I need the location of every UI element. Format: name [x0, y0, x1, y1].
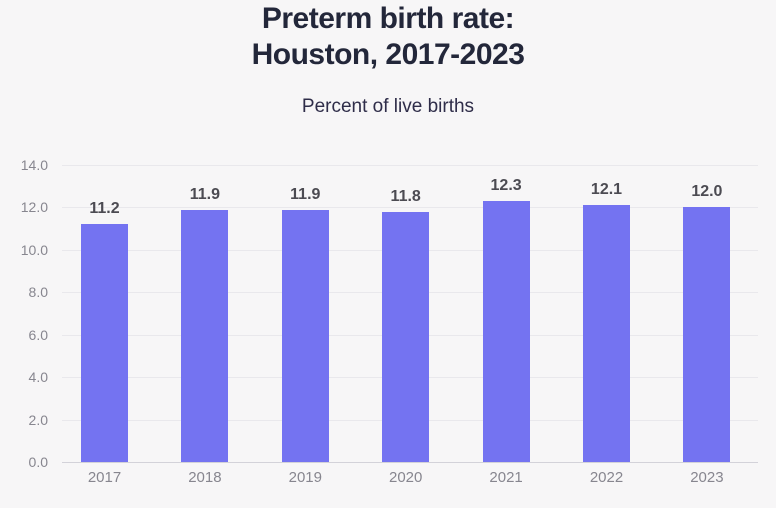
bar-2018	[181, 209, 229, 462]
chart-header: Preterm birth rate: Houston, 2017-2023 Pe…	[0, 0, 776, 117]
chart-title: Preterm birth rate: Houston, 2017-2023	[0, 0, 776, 73]
bar-value-label: 11.9	[290, 185, 321, 203]
bar-value-label: 11.8	[390, 187, 421, 205]
x-axis-tick-label: 2019	[288, 469, 322, 486]
bar-value-label: 12.3	[490, 177, 522, 195]
gridline-0.0	[62, 462, 758, 463]
bar-value-label: 12.0	[691, 183, 723, 201]
y-axis-tick-label: 14.0	[20, 157, 48, 173]
y-axis-tick-label: 0.0	[28, 454, 48, 470]
chart-title-line1: Preterm birth rate:	[261, 2, 515, 35]
y-axis-tick-label: 2.0	[28, 411, 48, 428]
y-axis-tick-label: 6.0	[28, 326, 48, 343]
chart-title-line2: Houston, 2017-2023	[251, 38, 525, 71]
y-axis-tick-label: 4.0	[28, 369, 48, 386]
x-axis-tick-label: 2020	[389, 469, 423, 486]
bar-value-label: 11.9	[189, 185, 221, 203]
bar-value-label: 12.1	[590, 181, 623, 199]
bar-value-label: 11.2	[89, 200, 120, 218]
y-axis-tick-label: 12.0	[20, 199, 48, 216]
x-axis-tick-label: 2022	[589, 469, 624, 486]
x-axis-tick-label: 2021	[489, 469, 523, 486]
bar-2017	[81, 224, 128, 462]
bar-2020	[382, 211, 430, 462]
x-axis-tick-label: 2023	[690, 469, 724, 486]
x-axis-tick-label: 2018	[188, 469, 222, 486]
x-axis-tick-label: 2017	[87, 469, 122, 486]
bar-2021	[482, 201, 530, 462]
gridline-12.0	[62, 207, 758, 209]
y-axis-tick-label: 10.0	[20, 241, 48, 258]
y-axis-tick-label: 8.0	[28, 284, 48, 301]
gridline-14.0	[62, 165, 758, 166]
bar-2023	[683, 207, 731, 462]
bar-2019	[281, 209, 329, 462]
chart-subtitle: Percent of live births	[301, 96, 475, 117]
bar-2022	[583, 205, 630, 462]
